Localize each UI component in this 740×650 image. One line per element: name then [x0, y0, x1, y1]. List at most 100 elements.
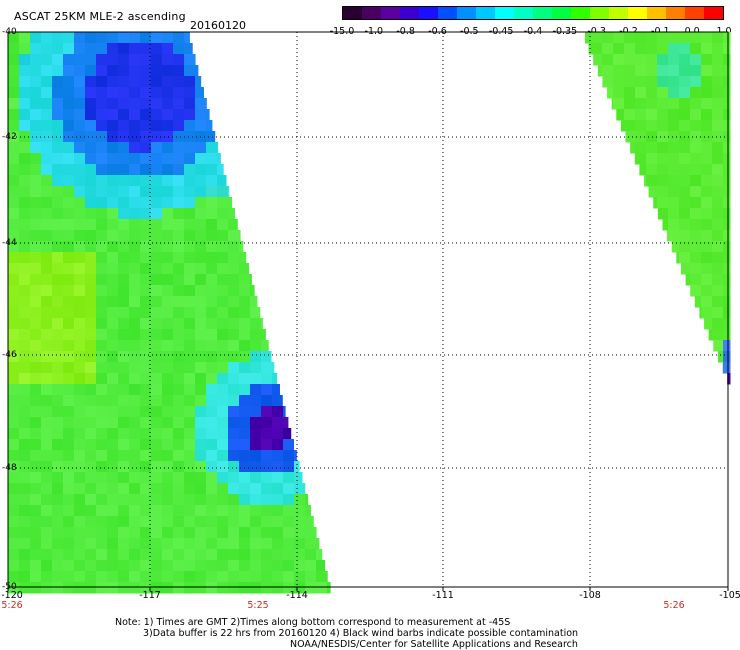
swath-cell	[107, 296, 119, 308]
swath-cell	[206, 219, 218, 231]
swath-cell	[173, 516, 185, 528]
swath-cell	[19, 538, 31, 550]
swath-cell	[85, 252, 97, 264]
swath-cell	[41, 582, 53, 594]
swath-cell	[19, 142, 31, 154]
swath-cell	[228, 527, 240, 539]
latitude-label: -46	[2, 350, 17, 360]
swath-cell	[228, 549, 240, 561]
swath-cell	[41, 131, 53, 143]
swath-cell	[184, 428, 196, 440]
swath-cell	[184, 65, 196, 77]
swath-cell	[118, 571, 130, 583]
swath-cell	[283, 582, 295, 594]
swath-cell	[41, 43, 53, 55]
swath-cell	[30, 263, 42, 275]
swath-cell	[41, 153, 53, 165]
swath-cell	[646, 109, 658, 121]
swath-cell	[52, 252, 64, 264]
swath-cell	[41, 109, 53, 121]
swath-cell	[129, 219, 141, 231]
swath-cell	[184, 505, 196, 517]
swath-cell	[85, 340, 97, 352]
swath-cell	[140, 87, 152, 99]
swath-cell	[74, 263, 86, 275]
swath-cell	[118, 483, 130, 495]
swath-cell	[162, 142, 174, 154]
swath-cell	[701, 142, 713, 154]
swath-cell	[19, 230, 31, 242]
swath-cell	[8, 395, 20, 407]
swath-cell	[140, 362, 152, 374]
swath-cell	[8, 527, 20, 539]
swath-cells	[8, 32, 731, 594]
swath-cell	[173, 32, 185, 44]
swath-cell	[151, 516, 163, 528]
swath-cell	[690, 153, 702, 165]
swath-cell	[8, 516, 20, 528]
swath-cell	[272, 505, 284, 517]
swath-cell	[74, 175, 86, 187]
swath-cell	[74, 32, 86, 44]
swath-cell	[657, 65, 669, 77]
swath-cell	[107, 109, 119, 121]
swath-cell	[679, 109, 691, 121]
swath-cell	[41, 164, 53, 176]
swath-cell	[184, 340, 196, 352]
swath-cell	[668, 208, 680, 220]
swath-cell	[52, 175, 64, 187]
colorbar-swatch	[571, 7, 590, 19]
swath-cell	[151, 252, 163, 264]
swath-cell	[19, 153, 31, 165]
swath-cell	[679, 98, 691, 110]
swath-cell	[8, 263, 20, 275]
swath-cell	[52, 142, 64, 154]
swath-cell	[668, 164, 680, 176]
swath-cell	[19, 120, 31, 132]
swath-cell	[228, 538, 240, 550]
swath-cell	[679, 32, 691, 44]
swath-cell	[195, 252, 207, 264]
swath-cell	[52, 131, 64, 143]
swath-cell	[283, 428, 292, 440]
swath-cell	[140, 461, 152, 473]
swath-cell	[85, 406, 97, 418]
swath-cell	[96, 208, 108, 220]
swath-cell	[162, 340, 174, 352]
swath-cell	[701, 164, 713, 176]
swath-cell	[283, 538, 295, 550]
swath-cell	[162, 76, 174, 88]
swath-cell	[646, 142, 658, 154]
swath-cell	[173, 406, 185, 418]
swath-cell	[173, 318, 185, 330]
swath-cell	[8, 208, 20, 220]
swath-cell	[184, 571, 196, 583]
swath-cell	[195, 285, 207, 297]
swath-cell	[162, 98, 174, 110]
swath-cell	[217, 450, 229, 462]
swath-cell	[206, 362, 218, 374]
swath-cell	[701, 54, 713, 66]
swath-cell	[239, 406, 251, 418]
swath-cell	[228, 252, 240, 264]
swath-cell	[712, 164, 724, 176]
swath-cell	[162, 186, 174, 198]
colorbar-swatch	[647, 7, 666, 19]
swath-cell	[8, 560, 20, 572]
swath-cell	[206, 120, 213, 132]
swath-cell	[173, 384, 185, 396]
swath-cell	[162, 362, 174, 374]
swath-cell	[118, 208, 130, 220]
swath-cell	[239, 494, 251, 506]
swath-cell	[228, 340, 240, 352]
swath-cell	[668, 230, 680, 242]
swath-cell	[140, 230, 152, 242]
swath-cell	[30, 98, 42, 110]
swath-cell	[723, 186, 731, 198]
swath-cell	[657, 186, 669, 198]
swath-cell	[63, 142, 75, 154]
swath-cell	[261, 428, 273, 440]
swath-cell	[129, 87, 141, 99]
swath-cell	[657, 142, 669, 154]
swath-cell	[668, 65, 680, 77]
